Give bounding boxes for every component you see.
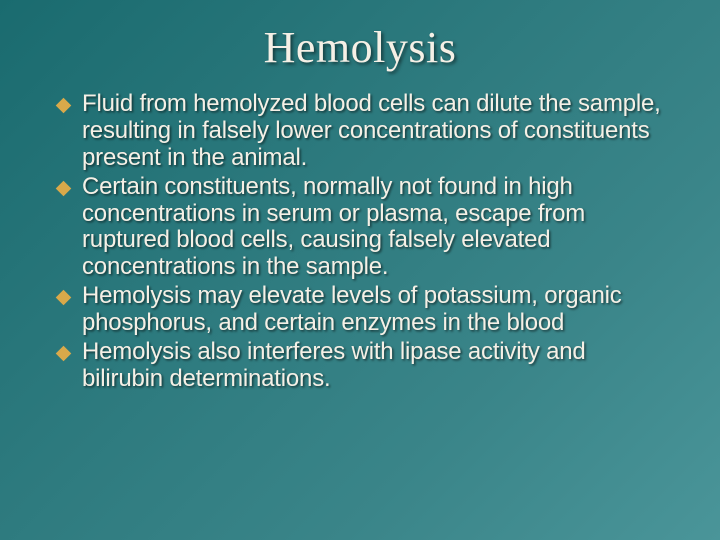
bullet-marker-icon: [56, 174, 82, 194]
bullet-item: Fluid from hemolyzed blood cells can dil…: [56, 91, 664, 172]
bullet-text: Hemolysis also interferes with lipase ac…: [82, 339, 664, 393]
bullet-item: Hemolysis also interferes with lipase ac…: [56, 339, 664, 393]
bullet-item: Hemolysis may elevate levels of potassiu…: [56, 283, 664, 337]
slide-title: Hemolysis: [48, 22, 672, 73]
slide-content: Fluid from hemolyzed blood cells can dil…: [48, 91, 672, 393]
slide-container: Hemolysis Fluid from hemolyzed blood cel…: [0, 0, 720, 540]
bullet-marker-icon: [56, 283, 82, 303]
bullet-marker-icon: [56, 91, 82, 111]
bullet-item: Certain constituents, normally not found…: [56, 174, 664, 282]
bullet-text: Certain constituents, normally not found…: [82, 174, 664, 282]
bullet-text: Hemolysis may elevate levels of potassiu…: [82, 283, 664, 337]
bullet-text: Fluid from hemolyzed blood cells can dil…: [82, 91, 664, 172]
bullet-marker-icon: [56, 339, 82, 359]
